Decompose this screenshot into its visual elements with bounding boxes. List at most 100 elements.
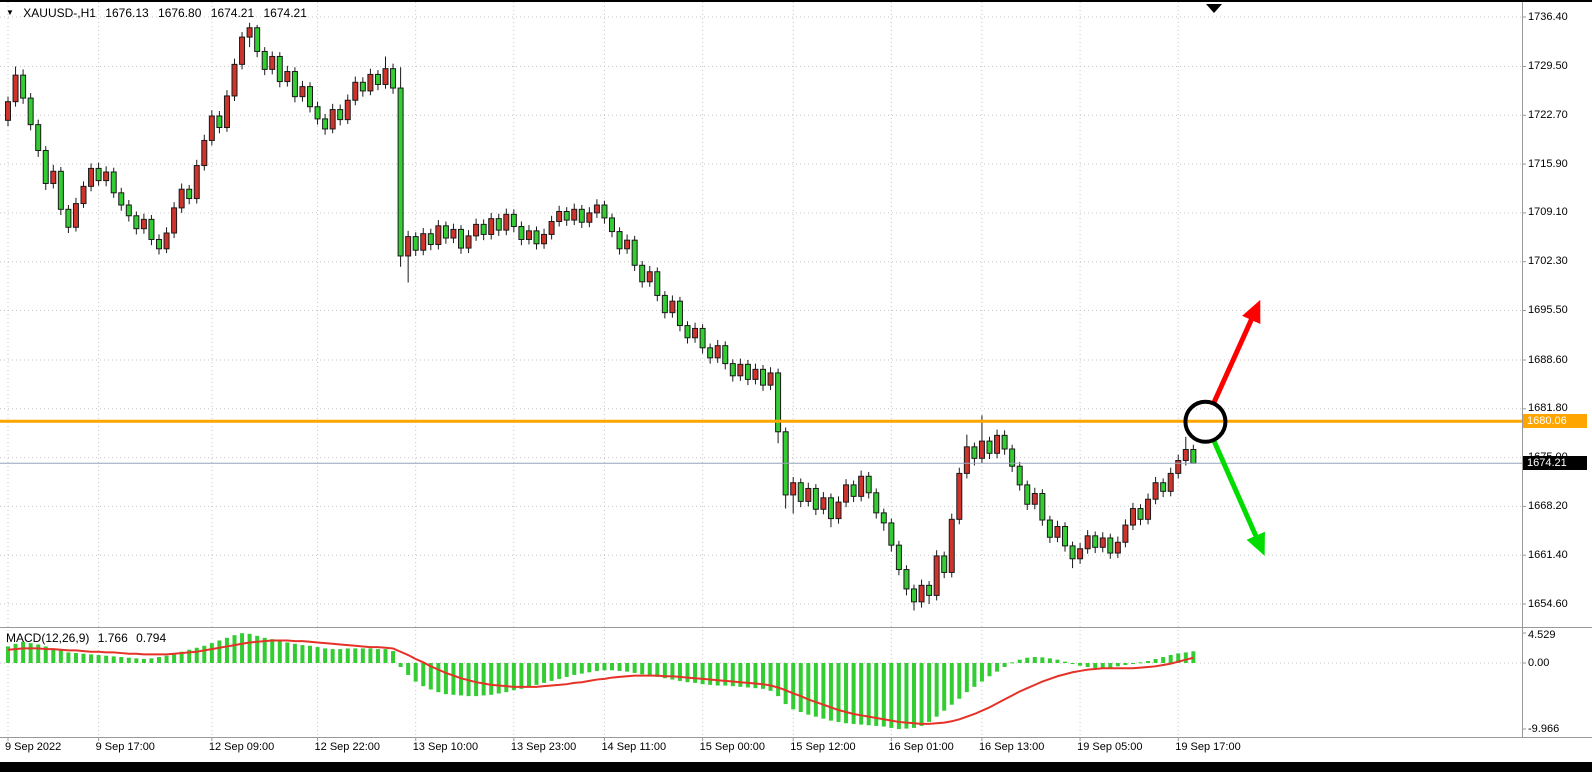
candle-bull [450,228,457,239]
candle-bear [307,86,313,108]
candle-bull [405,236,412,257]
candle-bear [707,347,714,359]
price-scale-label: 1688.60 [1528,353,1568,366]
macd-indicator-label: MACD(12,26,9) 1.766 0.794 [6,631,171,645]
macd-histogram-bar [693,663,698,683]
macd-histogram-bar [504,663,509,693]
macd-histogram-bar [542,663,547,683]
candle-bear [1160,482,1167,492]
candle-bull [1175,459,1182,474]
macd-histogram-bar [1085,663,1090,667]
candle-bear [518,226,525,240]
ohlc-high: 1676.80 [158,6,202,20]
macd-histogram-bar [474,663,479,697]
time-scale-label: 13 Sep 10:00 [412,741,479,753]
candle-bear [873,492,880,514]
macd-histogram-bar [677,663,682,681]
macd-histogram-bar [1168,655,1173,663]
macd-histogram-bar [194,647,199,663]
chart-shift-marker[interactable] [1206,4,1222,13]
price-scale[interactable]: 1736.40 1729.50 1722.70 1715.90 1709.10 1702.… [1522,0,1592,761]
candle-bear [941,555,948,573]
macd-histogram-bar [315,647,320,663]
macd-histogram-bar [179,651,184,663]
macd-histogram-bar [587,663,592,673]
macd-histogram-bar [496,663,501,694]
macd-histogram-bar [255,635,260,663]
macd-scale[interactable]: 4.529 0.00 -9.966 [1522,0,1592,761]
macd-histogram-bar [602,663,607,671]
macd-histogram-bar [1115,663,1120,667]
macd-histogram-bar [791,663,796,710]
candle-bull [586,212,593,223]
macd-histogram-bar [13,643,18,663]
candle-bear [458,228,464,249]
candle-bull [12,74,19,103]
macd-histogram-bar [209,643,214,663]
macd-histogram-bar [406,663,411,675]
time-scale-label: 12 Sep 09:00 [208,741,275,753]
macd-histogram-bar [66,652,71,663]
candle-bull [1054,525,1061,538]
candle-bull [88,167,95,187]
annotation-arrow-up[interactable] [1211,299,1261,405]
candle-bull [269,55,276,70]
macd-histogram-bar [1130,663,1135,664]
candle-bull [231,63,238,97]
window-bottom-bar [0,762,1592,772]
dropdown-icon[interactable]: ▼ [6,8,14,17]
macd-histogram-bar [579,663,584,674]
candle-bull [624,239,631,250]
price-scale-label: 1661.40 [1528,548,1568,561]
macd-histogram-bar [1040,657,1045,663]
candle-bear [722,345,729,365]
candle-bear [616,231,623,250]
candle-bear [631,239,638,266]
candle-bull [835,501,842,520]
candle-bear [1046,519,1053,538]
candle-bull [963,446,970,474]
macd-histogram-bar [1191,651,1196,663]
macd-histogram-bar [534,663,539,685]
candle-bull [473,223,480,237]
candle-bull [1182,448,1189,461]
price-scale-label: 1695.50 [1528,304,1568,316]
candle-bear [495,218,502,231]
macd-histogram-bar [36,644,41,663]
macd-histogram-bar [292,643,297,663]
candle-bear [676,300,683,327]
macd-histogram-bar [776,663,781,697]
macd-histogram-bar [632,663,637,673]
macd-histogram-bar [270,639,275,663]
annotation-arrow-down[interactable] [1211,439,1265,556]
macd-histogram-bar [21,641,26,663]
candle-bull [858,475,865,497]
macd-histogram-bar [217,640,222,663]
candle-bull [1145,498,1152,520]
price-scale-label: 1702.30 [1528,255,1568,268]
macd-histogram-bar [806,663,811,715]
candle-bear [609,217,615,233]
macd-histogram-bar [451,663,456,695]
candle-bull [541,233,548,245]
macd-histogram-bar [1047,658,1052,663]
macd-histogram-bar [240,633,245,663]
macd-histogram-bar [308,645,312,663]
time-scale[interactable]: 9 Sep 2022 9 Sep 17:00 12 Sep 09:00 12 Sep … [0,737,1592,762]
candle-bull [163,232,170,250]
macd-histogram-bar [662,663,667,679]
candle-bull [382,68,389,85]
time-scale-label: 16 Sep 13:00 [978,741,1045,753]
macd-histogram-bar [904,663,909,729]
macd-histogram-bar [202,645,207,663]
macd-histogram-bar [889,663,894,728]
candle-bear [661,294,668,314]
annotation-circle[interactable] [1183,399,1228,444]
candle-bear [397,87,404,257]
macd-histogram-bar [436,663,441,693]
macd-histogram-bar [979,663,984,682]
candle-bear [812,487,819,510]
candle-bull [329,109,336,130]
candle-bull [201,139,208,167]
